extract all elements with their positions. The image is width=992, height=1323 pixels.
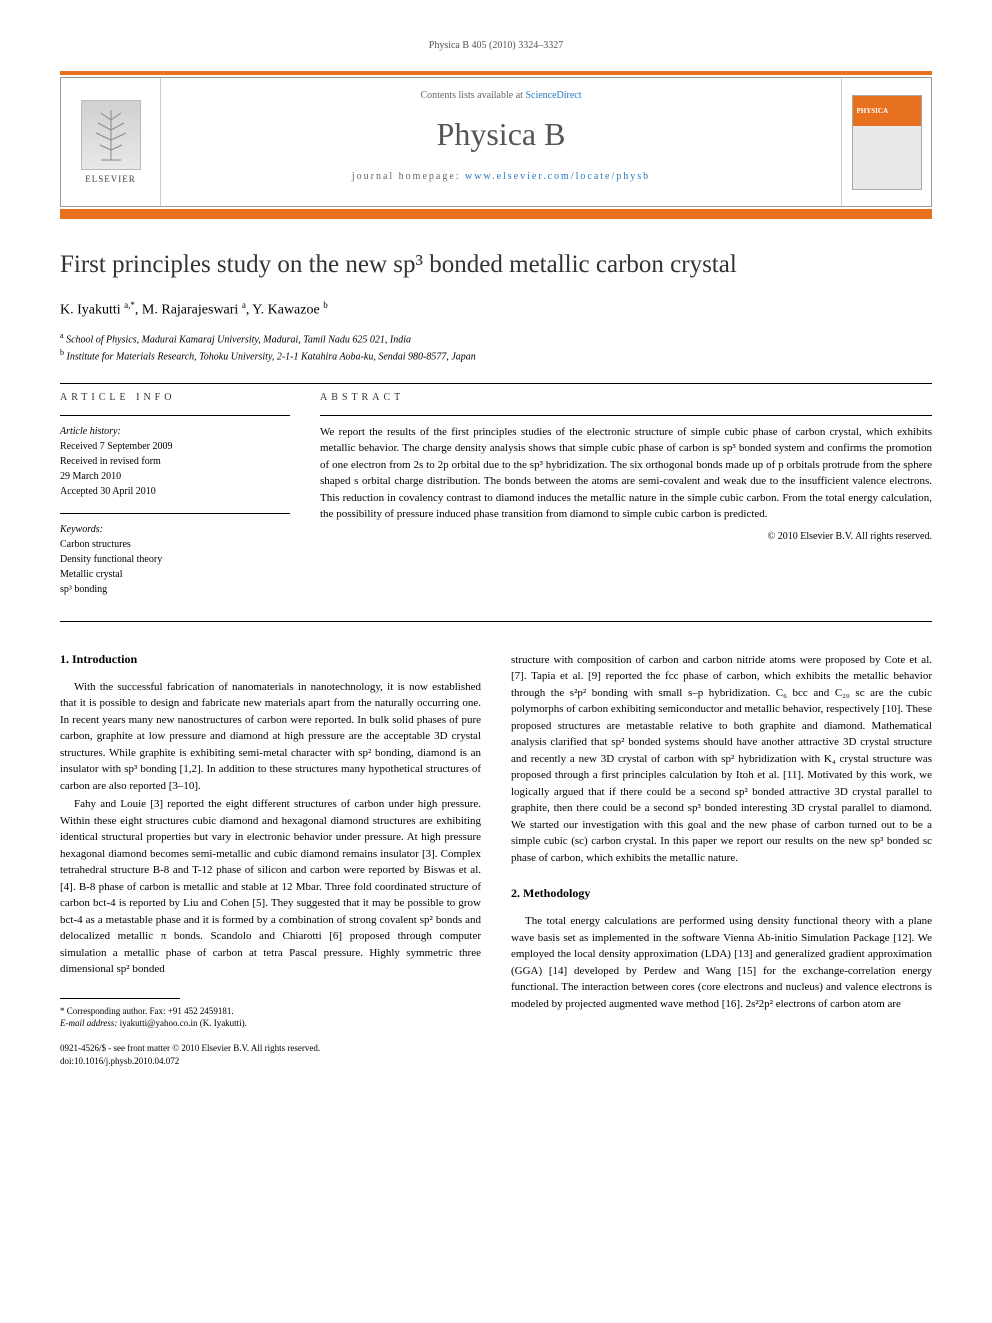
- footnote-rule: [60, 998, 180, 999]
- right-column: structure with composition of carbon and…: [511, 652, 932, 1067]
- rule-above-info: [60, 383, 932, 384]
- history-label: Article history:: [60, 426, 121, 437]
- left-column: 1. Introduction With the successful fabr…: [60, 652, 481, 1067]
- cover-thumbnail-cell: PHYSICA: [841, 78, 931, 206]
- top-accent-bar: [60, 71, 932, 75]
- footer-meta: 0921-4526/$ - see front matter © 2010 El…: [60, 1042, 481, 1067]
- sciencedirect-link[interactable]: ScienceDirect: [525, 90, 581, 101]
- corr-email-line: E-mail address: iyakutti@yahoo.co.in (K.…: [60, 1017, 481, 1030]
- rule-info-2: [60, 513, 290, 514]
- affiliation-a: a School of Physics, Madurai Kamaraj Uni…: [60, 330, 932, 347]
- keyword: Carbon structures: [60, 539, 131, 550]
- elsevier-tree-icon: [81, 100, 141, 170]
- intro-paragraph: Fahy and Louie [3] reported the eight di…: [60, 796, 481, 978]
- journal-cover-thumb: PHYSICA: [852, 95, 922, 190]
- journal-title: Physica B: [181, 116, 821, 153]
- running-header: Physica B 405 (2010) 3324–3327: [60, 40, 932, 51]
- journal-header: ELSEVIER Contents lists available at Sci…: [60, 77, 932, 207]
- keyword: Metallic crystal: [60, 569, 122, 580]
- methodology-heading: 2. Methodology: [511, 886, 932, 901]
- article-info-column: ARTICLE INFO Article history: Received 7…: [60, 392, 290, 611]
- history-line: Received 7 September 2009: [60, 441, 172, 452]
- keyword: sp³ bonding: [60, 584, 107, 595]
- article-title: First principles study on the new sp³ bo…: [60, 249, 932, 282]
- affiliations: a School of Physics, Madurai Kamaraj Uni…: [60, 330, 932, 365]
- keyword: Density functional theory: [60, 554, 162, 565]
- publisher-name: ELSEVIER: [85, 174, 136, 184]
- intro-heading: 1. Introduction: [60, 652, 481, 667]
- cover-thumb-body: [853, 126, 921, 189]
- corresponding-author-footnote: * Corresponding author. Fax: +91 452 245…: [60, 1005, 481, 1030]
- abstract-text: We report the results of the first princ…: [320, 424, 932, 523]
- publisher-logo-cell: ELSEVIER: [61, 78, 161, 206]
- article-history: Article history: Received 7 September 20…: [60, 424, 290, 499]
- keywords-block: Keywords: Carbon structures Density func…: [60, 522, 290, 597]
- cover-thumb-label: PHYSICA: [857, 107, 889, 115]
- rule-below-abstract: [60, 621, 932, 622]
- contents-available-line: Contents lists available at ScienceDirec…: [181, 90, 821, 101]
- header-center: Contents lists available at ScienceDirec…: [161, 78, 841, 206]
- cover-thumb-header: PHYSICA: [853, 96, 921, 126]
- history-line: Accepted 30 April 2010: [60, 486, 156, 497]
- bottom-accent-bar: [60, 209, 932, 219]
- history-line: 29 March 2010: [60, 471, 121, 482]
- history-line: Received in revised form: [60, 456, 161, 467]
- rule-abstract: [320, 415, 932, 416]
- corr-author-line: * Corresponding author. Fax: +91 452 245…: [60, 1005, 481, 1018]
- abstract-copyright: © 2010 Elsevier B.V. All rights reserved…: [320, 531, 932, 542]
- authors-line: K. Iyakutti a,*, M. Rajarajeswari a, Y. …: [60, 300, 932, 319]
- footer-line-1: 0921-4526/$ - see front matter © 2010 El…: [60, 1042, 481, 1055]
- intro-paragraph: With the successful fabrication of nanom…: [60, 679, 481, 795]
- rule-info-1: [60, 415, 290, 416]
- abstract-column: ABSTRACT We report the results of the fi…: [320, 392, 932, 611]
- keywords-label: Keywords:: [60, 524, 103, 535]
- homepage-line: journal homepage: www.elsevier.com/locat…: [181, 171, 821, 182]
- abstract-label: ABSTRACT: [320, 392, 932, 403]
- article-info-label: ARTICLE INFO: [60, 392, 290, 403]
- intro-paragraph-cont: structure with composition of carbon and…: [511, 652, 932, 867]
- info-abstract-row: ARTICLE INFO Article history: Received 7…: [60, 392, 932, 611]
- homepage-link[interactable]: www.elsevier.com/locate/physb: [465, 171, 650, 182]
- footer-line-2: doi:10.1016/j.physb.2010.04.072: [60, 1055, 481, 1068]
- methodology-paragraph: The total energy calculations are perfor…: [511, 913, 932, 1012]
- body-columns: 1. Introduction With the successful fabr…: [60, 652, 932, 1067]
- homepage-prefix: journal homepage:: [352, 171, 465, 182]
- contents-prefix: Contents lists available at: [420, 90, 525, 101]
- affiliation-b: b Institute for Materials Research, Toho…: [60, 347, 932, 364]
